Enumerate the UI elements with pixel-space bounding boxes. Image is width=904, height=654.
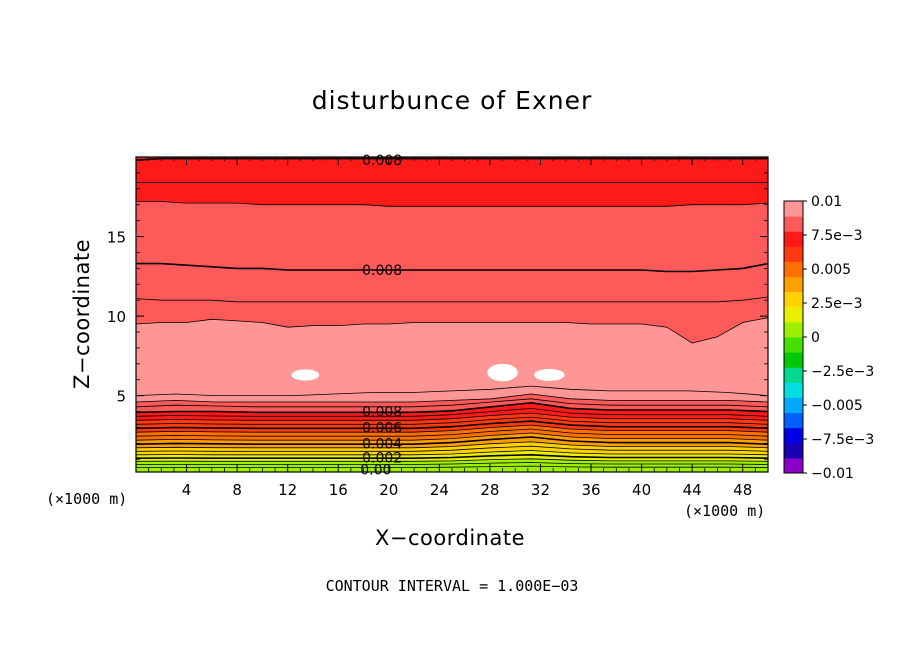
x-tick-label-16: 16: [329, 481, 348, 499]
contour-line-upper-0: [136, 317, 768, 344]
contour-line-lower-0: [136, 385, 768, 397]
contour-label-1: 0.008: [362, 263, 402, 279]
contour-line-upper-2: [136, 262, 768, 273]
contour-interval-note: CONTOUR INTERVAL = 1.000E−03: [325, 577, 579, 595]
contour-line-lower-10: [136, 432, 768, 441]
contour-line-lower-11: [136, 436, 768, 446]
colorbar: 0.01 7.5e−3 0.005 2.5e−3 0 −2.5e−3 −0.005 −7.5e…: [783, 194, 874, 482]
y-tick-label-15: 15: [107, 229, 126, 247]
colorbar-swatch-4: [784, 397, 803, 414]
colorbar-label-7: −7.5e−3: [811, 432, 874, 448]
colorbar-swatch-16: [784, 216, 803, 232]
x-tick-label-48: 48: [733, 481, 752, 499]
contour-line-upper-1: [136, 296, 768, 303]
colorbar-label-8: −0.01: [811, 466, 854, 482]
contour-line-lower-3: [136, 401, 768, 414]
contour-label-4: 0.004: [362, 436, 402, 452]
contour-line-lower-8: [136, 424, 768, 433]
colorbar-swatch-1: [784, 442, 803, 459]
contour-line-lower-4: [136, 407, 768, 417]
colorbar-swatch-15: [784, 231, 803, 247]
x-tick-label-4: 4: [182, 481, 192, 499]
x-tick-label-44: 44: [683, 481, 702, 499]
colorbar-label-6: −0.005: [811, 398, 863, 414]
contour-fill-layer: [136, 157, 768, 472]
x-tick-label-24: 24: [430, 481, 449, 499]
y-axis-unit: (×1000 m): [46, 490, 128, 508]
x-tick-label-32: 32: [531, 481, 550, 499]
contour-label-2: 0.008: [362, 405, 402, 421]
colorbar-swatch-9: [784, 321, 803, 338]
colorbar-swatch-11: [784, 291, 803, 308]
contour-line-upper-3: [136, 201, 768, 207]
colorbar-swatch-10: [784, 306, 803, 323]
colorbar-swatch-17: [784, 201, 803, 217]
contour-line-lower-12: [136, 441, 768, 449]
x-tick-label-12: 12: [278, 481, 297, 499]
colorbar-swatch-12: [784, 276, 803, 293]
max-patch-0: [291, 369, 320, 381]
contour-line-lower-14: [136, 450, 768, 456]
y-tick-label-10: 10: [107, 308, 126, 326]
colorbar-label-0: 0.01: [811, 194, 842, 210]
contour-line-lower-6: [136, 416, 768, 425]
colorbar-swatch-0: [784, 457, 803, 474]
colorbar-label-3: 2.5e−3: [811, 296, 863, 312]
colorbar-swatch-3: [784, 412, 803, 429]
y-axis-label: Z−coordinate: [70, 239, 94, 389]
colorbar-swatch-2: [784, 427, 803, 444]
colorbar-swatch-14: [784, 246, 803, 262]
colorbar-swatch-5: [784, 382, 803, 398]
colorbar-label-2: 0.005: [811, 262, 851, 278]
contour-label-5: 0.002: [362, 451, 402, 467]
x-tick-label-40: 40: [632, 481, 651, 499]
colorbar-swatch-6: [784, 367, 803, 383]
colorbar-swatch-13: [784, 261, 803, 278]
y-tick-label-5: 5: [116, 388, 126, 406]
contour-line-lower-1: [136, 393, 768, 403]
colorbar-label-1: 7.5e−3: [811, 228, 863, 244]
x-axis-unit: (×1000 m): [684, 502, 766, 520]
contour-label-0: 0.008: [362, 153, 402, 169]
contour-line-lower-15: [136, 453, 768, 460]
chart-title: disturbunce of Exner: [311, 86, 593, 115]
x-tick-label-36: 36: [581, 481, 600, 499]
colorbar-swatch-7: [784, 352, 803, 368]
contour-line-lower-5: [136, 412, 768, 421]
contour-line-lower-9: [136, 428, 768, 437]
colorbar-label-4: 0: [811, 330, 820, 346]
contour-line-lower-7: [136, 420, 768, 430]
max-patch-2: [534, 368, 565, 382]
x-tick-label-20: 20: [379, 481, 398, 499]
max-patch-1: [487, 363, 518, 382]
x-tick-label-8: 8: [232, 481, 242, 499]
contour-line-lower-2: [136, 398, 768, 408]
contour-line-layer: [136, 157, 768, 468]
contour-label-3: 0.006: [362, 420, 402, 436]
contour-line-lower-17: [136, 462, 768, 465]
x-tick-label-28: 28: [480, 481, 499, 499]
contour-line-lower-13: [136, 445, 768, 452]
colorbar-label-5: −2.5e−3: [811, 364, 874, 380]
contour-line-lower-16: [136, 458, 768, 462]
x-axis-label: X−coordinate: [375, 526, 525, 550]
contour-line-lower-18: [136, 465, 768, 468]
colorbar-swatch-8: [784, 337, 803, 353]
